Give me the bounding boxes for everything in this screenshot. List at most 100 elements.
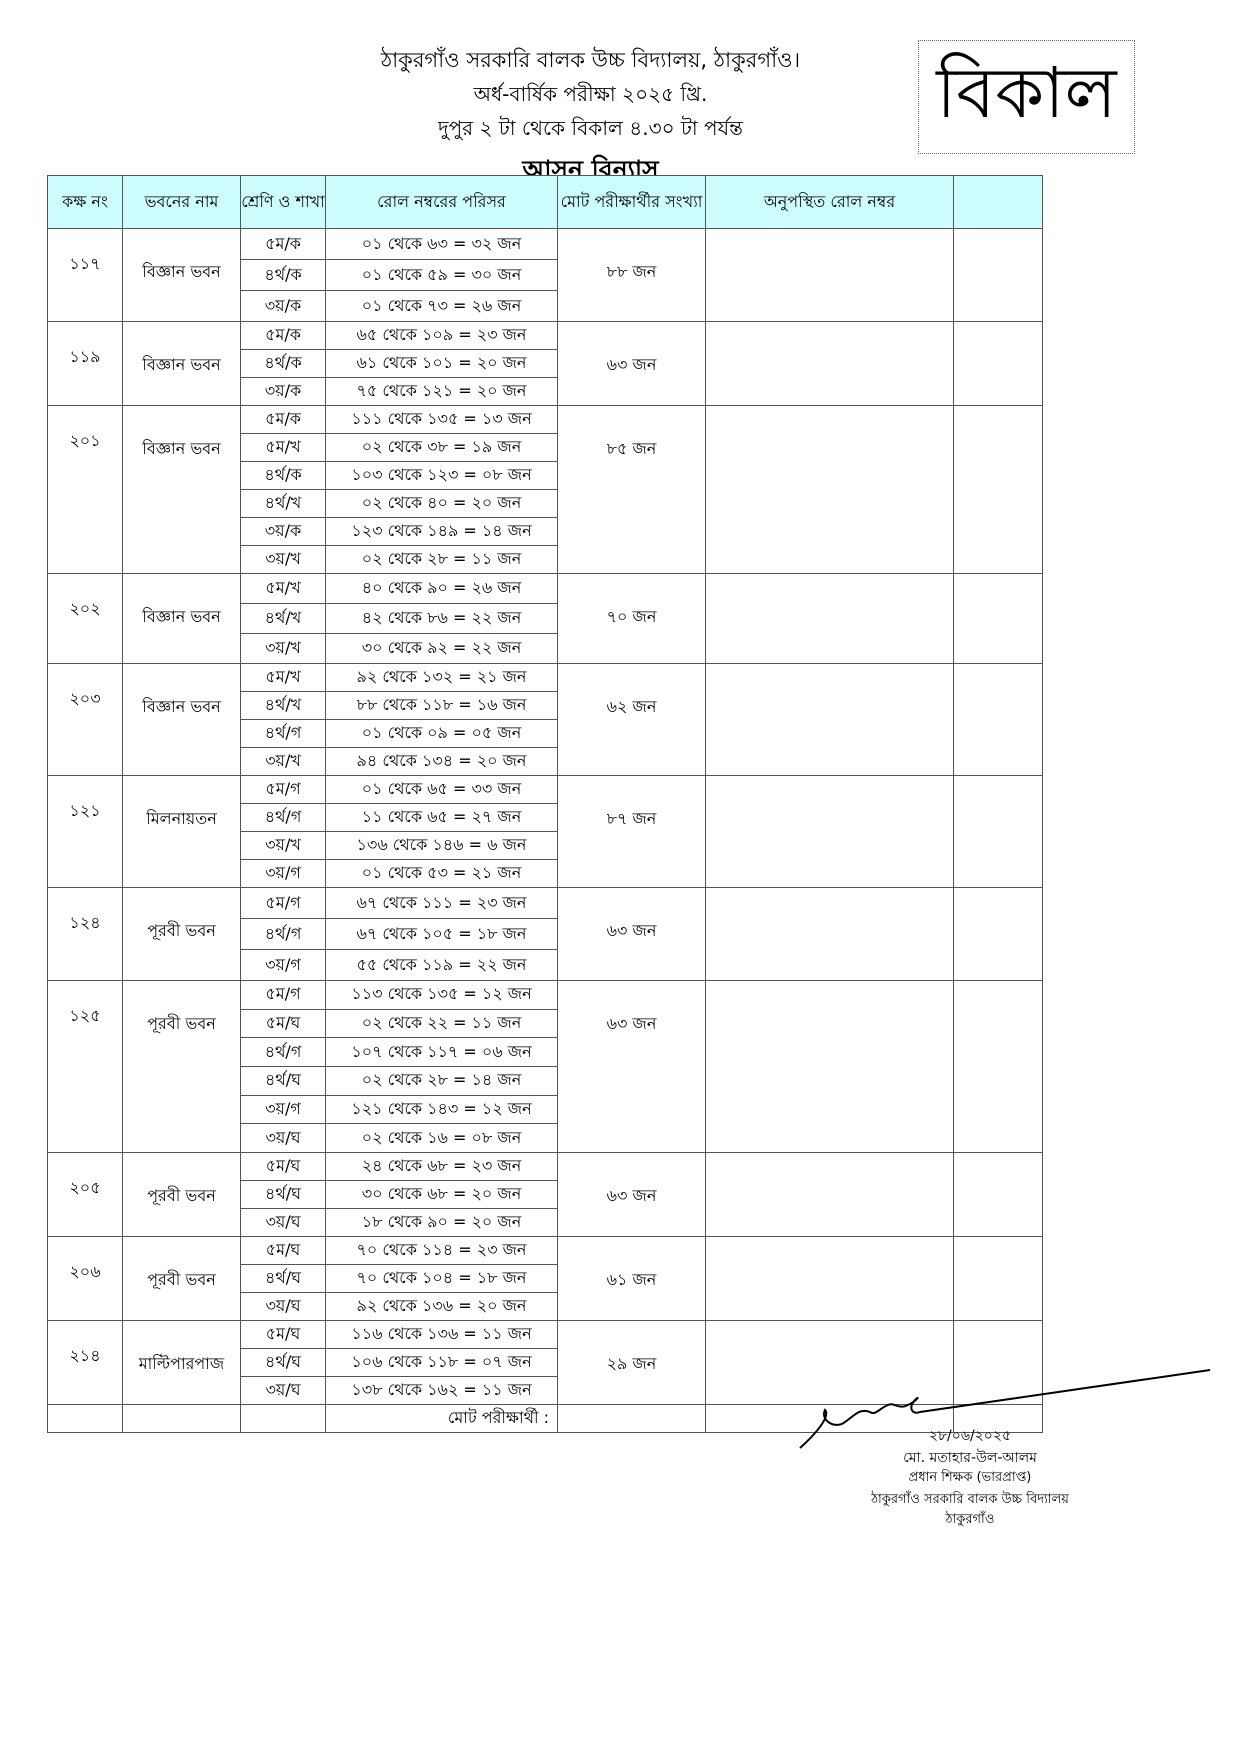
exam-time: দুপুর ২ টা থেকে বিকাল ৪.৩০ টা পর্যন্ত [438,116,743,140]
seat-plan-table: কক্ষ নং ভবনের নাম শ্রেণি ও শাখা রোল নম্বরের… [47,175,1043,1434]
class-section: ৫ম/ঘ [240,1152,326,1182]
exam-name: অর্ধ-বার্ষিক পরীক্ষা ২০২৫ খ্রি. [473,82,708,106]
roll-range: ০১ থেকে ৬৫ = ৩৩ জন [325,775,558,804]
roll-range: ৭৫ থেকে ১২১ = ২০ জন [325,377,558,406]
table-row: ৩য়/ঘ ০২ থেকে ১৬ = ০৮ জন [48,1123,1043,1154]
table-row: ১১৯ বিজ্ঞান ভবন ৫ম/ক ৬৫ থেকে ১০৯ = ২৩ জন ৬৩ … [47,321,1043,406]
absent-rolls [705,321,954,406]
table-row: ৪র্থ/ঘ ৭০ থেকে ১০৪ = ১৮ জন [48,1264,1043,1294]
absent-rolls [705,979,954,1154]
extra-cell [953,663,1043,776]
absent-rolls [705,1152,954,1238]
table-row: ৩য়/গ ৫৫ থেকে ১১৯ = ২২ জন [48,949,1043,981]
class-section: ৫ম/ঘ [240,1008,326,1039]
building-name: পূরবী ভবন [122,1236,241,1322]
building-name: পূরবী ভবন [122,1152,241,1238]
roll-range: ৬১ থেকে ১০১ = ২০ জন [325,349,558,378]
class-section: ৩য়/ক [240,517,326,546]
roll-range: ০২ থেকে ১৬ = ০৮ জন [325,1123,558,1154]
total-examinees: ২৯ জন [557,1320,706,1406]
signature-image [799,1369,1211,1449]
total-examinees: ৮৭ জন [557,775,706,888]
absent-rolls [705,663,954,776]
extra-cell [953,979,1043,1154]
roll-range: ০১ থেকে ৫৩ = ২১ জন [325,859,558,888]
extra-cell [953,228,1043,322]
class-section: ৩য়/ক [240,290,326,322]
footer-cell [953,1404,1043,1434]
room-number: ১২৫ [47,979,123,1154]
extra-cell [953,887,1043,981]
table-row: ৪র্থ/ক ১০৩ থেকে ১২৩ = ০৮ জন [48,461,1043,490]
class-section: ৩য়/ঘ [240,1123,326,1154]
column-header: মোট পরীক্ষার্থীর সংখ্যা [557,175,706,229]
class-section: ৫ম/গ [240,980,326,1010]
table-row: ৩য়/ক ৭৫ থেকে ১২১ = ২০ জন [48,377,1043,406]
roll-range: ০১ থেকে ৫৯ = ৩০ জন [325,259,558,291]
footer-cell [557,1404,706,1434]
footer-cell [240,1404,326,1434]
building-name: বিজ্ঞান ভবন [122,573,241,664]
room-number: ১২৪ [47,887,123,981]
shift-label: বিকাল [918,40,1135,154]
class-section: ৪র্থ/ঘ [240,1264,326,1294]
table-row: ৩য়/খ ৩০ থেকে ৯২ = ২২ জন [48,633,1043,664]
building-name: বিজ্ঞান ভবন [122,663,241,776]
total-examinees: ৮৫ জন [557,405,706,574]
class-section: ৩য়/গ [240,949,326,981]
class-section: ৫ম/গ [240,775,326,804]
table-row: ৪র্থ/গ ১০৭ থেকে ১১৭ = ০৬ জন [48,1037,1043,1068]
table-row: ৩য়/ক ০১ থেকে ৭৩ = ২৬ জন [48,290,1043,322]
class-section: ৪র্থ/ঘ [240,1066,326,1096]
column-header: কক্ষ নং [47,175,123,229]
footer-cell [47,1404,123,1434]
class-section: ৩য়/গ [240,859,326,888]
class-section: ৪র্থ/খ [240,691,326,720]
roll-range: ৭০ থেকে ১১৪ = ২৩ জন [325,1236,558,1266]
building-name: মিলনায়তন [122,775,241,888]
roll-range: ১১ থেকে ৬৫ = ২৭ জন [325,803,558,832]
total-examinees: ৬৩ জন [557,1152,706,1238]
table-row: ৪র্থ/ক ০১ থেকে ৫৯ = ৩০ জন [48,259,1043,291]
table-row: ১২৪ পূরবী ভবন ৫ম/গ ৬৭ থেকে ১১১ = ২৩ জন ৬৩ জন [47,887,1043,981]
absent-rolls [705,1320,954,1406]
table-row: ২০৩ বিজ্ঞান ভবন ৫ম/খ ৯২ থেকে ১৩২ = ২১ জন ৬২ … [47,663,1043,776]
column-header [953,175,1043,229]
class-section: ৩য়/ক [240,377,326,406]
table-row: ৪র্থ/ঘ ৩০ থেকে ৬৮ = ২০ জন [48,1180,1043,1210]
signatory-place: ঠাকুরগাঁও [945,1512,995,1527]
roll-range: ৫৫ থেকে ১১৯ = ২২ জন [325,949,558,981]
class-section: ৩য়/ঘ [240,1292,326,1322]
absent-rolls [705,405,954,574]
signature-date: ২৮/০৬/২০২৫ [928,1428,1012,1444]
extra-cell [953,573,1043,664]
class-section: ৫ম/ক [240,228,326,260]
room-number: ২১৪ [47,1320,123,1406]
class-section: ৫ম/ক [240,405,326,434]
roll-range: ১৩৮ থেকে ১৬২ = ১১ জন [325,1376,558,1406]
school-name: ঠাকুরগাঁও সরকারি বালক উচ্চ বিদ্যালয়, ঠা… [380,48,801,72]
total-examinees: ৮৮ জন [557,228,706,322]
roll-range: ০২ থেকে ৩৮ = ১৯ জন [325,433,558,462]
building-name: মাল্টিপারপাজ [122,1320,241,1406]
table-row: ২১৪ মাল্টিপারপাজ ৫ম/ঘ ১১৬ থেকে ১৩৬ = ১১ জন ২… [47,1320,1043,1406]
absent-rolls [705,573,954,664]
extra-cell [953,405,1043,574]
table-row: ২০২ বিজ্ঞান ভবন ৫ম/খ ৪০ থেকে ৯০ = ২৬ জন ৭০ জ… [47,573,1043,664]
building-name: বিজ্ঞান ভবন [122,228,241,322]
roll-range: ৬৫ থেকে ১০৯ = ২৩ জন [325,321,558,350]
table-row: ৪র্থ/গ ১১ থেকে ৬৫ = ২৭ জন [48,803,1043,832]
table-row: ২০১ বিজ্ঞান ভবন ৫ম/ক ১১১ থেকে ১৩৫ = ১৩ জন ৮৫… [47,405,1043,574]
class-section: ৫ম/খ [240,663,326,692]
roll-range: ৭০ থেকে ১০৪ = ১৮ জন [325,1264,558,1294]
building-name: বিজ্ঞান ভবন [122,321,241,406]
table-row: ১১৭ বিজ্ঞান ভবন ৫ম/ক ০১ থেকে ৬৩ = ৩২ জন ৮৮ জ… [47,228,1043,322]
extra-cell [953,775,1043,888]
class-section: ৪র্থ/ক [240,461,326,490]
roll-range: ২৪ থেকে ৬৮ = ২৩ জন [325,1152,558,1182]
absent-rolls [705,228,954,322]
table-row: ৪র্থ/গ ০১ থেকে ০৯ = ০৫ জন [48,719,1043,748]
roll-range: ৯২ থেকে ১৩৬ = ২০ জন [325,1292,558,1322]
table-row: ৪র্থ/খ ০২ থেকে ৪০ = ২০ জন [48,489,1043,518]
room-number: ২০৬ [47,1236,123,1322]
